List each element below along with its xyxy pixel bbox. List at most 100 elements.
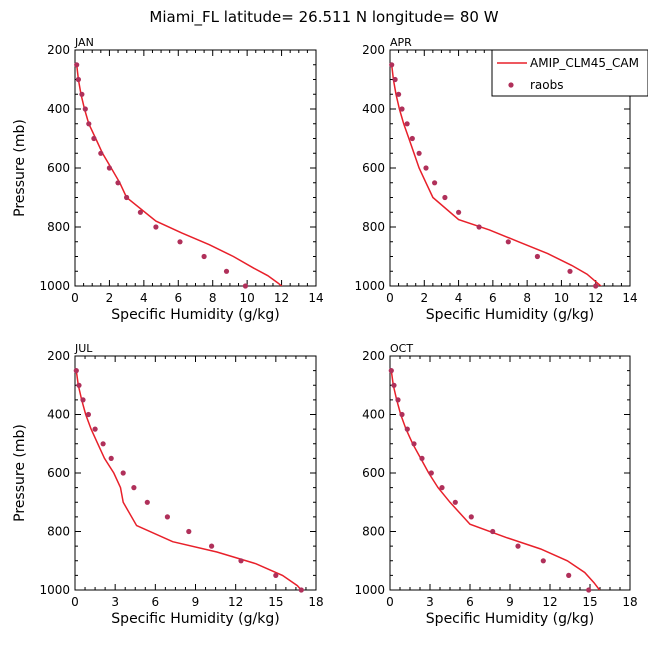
obs-point-apr (593, 283, 599, 289)
obs-point-apr (423, 165, 429, 171)
y-tick-label-jul: 400 (47, 408, 70, 422)
obs-point-apr (409, 135, 415, 142)
x-tick-label-jan: 14 (308, 291, 323, 305)
x-tick-label-jan: 2 (106, 291, 114, 305)
obs-point-jul (186, 528, 192, 535)
y-axis-label-jan: Pressure (mb) (12, 119, 28, 217)
obs-point-oct (515, 543, 521, 549)
obs-point-oct (428, 470, 434, 476)
obs-point-jan (115, 180, 121, 186)
obs-point-jan (153, 224, 159, 230)
x-tick-label-jul: 6 (152, 595, 160, 609)
model-line-apr (390, 64, 603, 286)
obs-point-oct (399, 411, 405, 418)
obs-point-jul (85, 411, 91, 418)
model-line-jan (75, 64, 283, 286)
obs-point-jul (76, 382, 82, 388)
obs-point-apr (399, 106, 405, 112)
x-tick-label-jul: 0 (71, 595, 79, 609)
x-tick-label-jan: 8 (209, 291, 217, 305)
y-tick-label-jan: 200 (47, 43, 70, 57)
obs-point-oct (411, 441, 417, 447)
x-tick-label-oct: 18 (622, 595, 637, 609)
obs-point-jan (124, 194, 130, 201)
x-tick-label-apr: 4 (455, 291, 463, 305)
y-tick-label-oct: 1000 (354, 583, 385, 597)
obs-point-apr (456, 209, 462, 215)
obs-point-jan (75, 76, 81, 83)
obs-point-jan (242, 283, 248, 289)
obs-point-jul (164, 514, 170, 520)
obs-point-apr (505, 239, 511, 245)
y-tick-label-jul: 1000 (39, 583, 70, 597)
obs-point-apr (432, 180, 438, 186)
obs-point-apr (416, 150, 422, 156)
panel-title-apr: APR (390, 36, 412, 49)
obs-point-oct (391, 382, 397, 388)
obs-point-jul (73, 368, 79, 374)
x-tick-label-jan: 0 (71, 291, 79, 305)
x-axis-label-jan: Specific Humidity (g/kg) (111, 307, 279, 323)
y-tick-label-oct: 400 (362, 408, 385, 422)
y-tick-label-oct: 200 (362, 349, 385, 363)
x-tick-label-jan: 10 (240, 291, 255, 305)
obs-point-jan (137, 209, 143, 215)
obs-point-apr (392, 76, 398, 83)
x-tick-label-oct: 3 (426, 595, 434, 609)
y-tick-label-oct: 800 (362, 525, 385, 539)
x-tick-label-jan: 12 (274, 291, 289, 305)
obs-point-oct (566, 572, 572, 579)
obs-point-jan (106, 165, 112, 171)
x-axis-label-jul: Specific Humidity (g/kg) (111, 611, 279, 627)
obs-point-apr (442, 194, 448, 201)
obs-point-apr (534, 253, 541, 260)
y-tick-label-jul: 600 (47, 466, 70, 480)
obs-point-jul (273, 572, 279, 579)
x-tick-label-apr: 6 (489, 291, 497, 305)
obs-point-jan (91, 135, 97, 142)
y-tick-label-apr: 200 (362, 43, 385, 57)
x-tick-label-jan: 4 (140, 291, 148, 305)
panel-title-jan: JAN (74, 36, 94, 49)
x-axis-label-oct: Specific Humidity (g/kg) (426, 611, 594, 627)
obs-point-jul (120, 470, 126, 476)
x-tick-label-apr: 0 (386, 291, 394, 305)
panel-jul-frame (74, 355, 317, 591)
y-tick-label-apr: 600 (362, 161, 385, 175)
obs-point-jul (238, 558, 244, 564)
y-tick-label-jan: 800 (47, 220, 70, 234)
x-tick-label-jul: 12 (228, 595, 243, 609)
obs-point-oct (419, 455, 425, 461)
x-tick-label-apr: 14 (622, 291, 637, 305)
x-tick-label-jul: 18 (308, 595, 323, 609)
x-tick-label-oct: 12 (542, 595, 557, 609)
obs-point-oct (468, 514, 474, 520)
obs-point-oct (452, 499, 458, 505)
x-tick-label-jul: 9 (192, 595, 200, 609)
y-tick-label-jan: 1000 (39, 279, 70, 293)
obs-point-jul (131, 485, 137, 491)
panel-title-oct: OCT (390, 342, 413, 355)
obs-point-apr (476, 224, 482, 230)
y-tick-label-apr: 800 (362, 220, 385, 234)
obs-point-jul (100, 441, 106, 447)
x-tick-label-apr: 12 (588, 291, 603, 305)
y-tick-label-apr: 1000 (354, 279, 385, 293)
x-axis-label-apr: Specific Humidity (g/kg) (426, 307, 594, 323)
x-tick-label-oct: 6 (466, 595, 474, 609)
obs-point-jul (298, 587, 304, 593)
y-tick-label-jul: 800 (47, 525, 70, 539)
x-tick-label-oct: 9 (506, 595, 514, 609)
x-tick-label-apr: 10 (554, 291, 569, 305)
obs-point-jan (223, 268, 230, 274)
figure-title: Miami_FL latitude= 26.511 N longitude= 8… (149, 8, 498, 27)
obs-point-jan (201, 253, 207, 260)
model-line-oct (390, 370, 601, 590)
x-tick-label-jul: 3 (111, 595, 119, 609)
obs-point-jul (144, 499, 150, 505)
x-tick-label-jul: 15 (268, 595, 283, 609)
obs-point-jan (98, 150, 104, 156)
panel-jul: 0 3 6 9 12 15 18 200 400 600 800 1000 JUL Specific Hu… (12, 342, 324, 627)
obs-point-oct (490, 528, 496, 535)
